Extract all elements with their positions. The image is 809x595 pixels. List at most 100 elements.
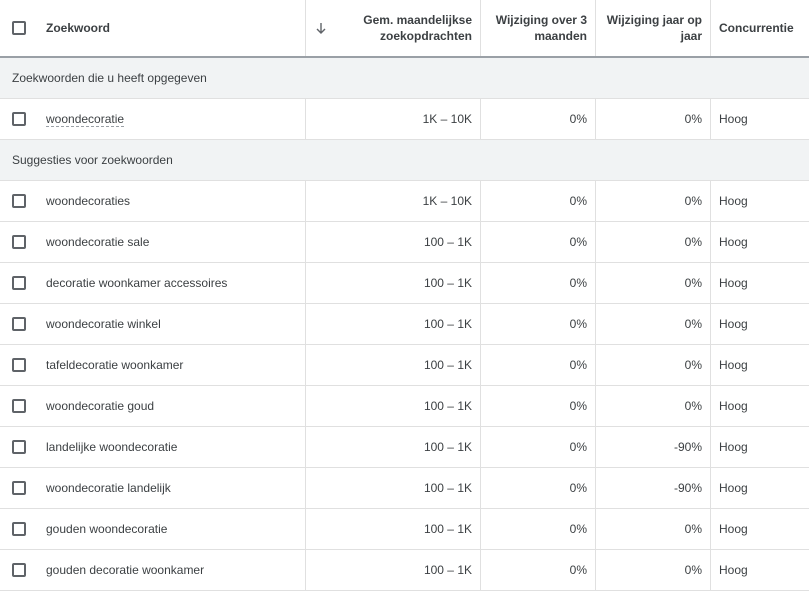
keyword: woondecoraties (46, 194, 131, 208)
cell-value: Hoog (719, 112, 748, 126)
cell: woondecoratie landelijk (0, 468, 306, 508)
cell-value: 100 – 1K (423, 317, 472, 331)
row-checkbox[interactable] (12, 399, 26, 413)
cell: 0% (596, 99, 711, 139)
cell: Hoog (711, 550, 809, 590)
header-label: Zoekwoord (46, 21, 111, 35)
sort-arrow[interactable] (314, 21, 328, 35)
keyword: decoratie woonkamer accessoires (46, 276, 228, 290)
cell: 100 – 1K (306, 550, 481, 590)
cell: -90% (596, 427, 711, 467)
cell-value: 0% (684, 276, 702, 290)
cell: 0% (481, 345, 596, 385)
keyword: woondecoratie winkel (46, 317, 161, 331)
cell: Hoog (711, 509, 809, 549)
cell: -90% (596, 468, 711, 508)
row-checkbox[interactable] (12, 481, 26, 495)
cell-value: Hoog (719, 440, 748, 454)
cell: woondecoratie winkel (0, 304, 306, 344)
cell: 100 – 1K (306, 427, 481, 467)
cell-value: 0% (569, 440, 587, 454)
cell: 100 – 1K (306, 263, 481, 303)
keyword: woondecoratie sale (46, 235, 150, 249)
cell: 1K – 10K (306, 181, 481, 221)
cell-value: 100 – 1K (423, 522, 472, 536)
row-checkbox[interactable] (12, 440, 26, 454)
cell: 100 – 1K (306, 304, 481, 344)
row-checkbox[interactable] (12, 235, 26, 249)
header-cell[interactable]: Wijziging over 3 maanden (481, 0, 596, 56)
cell-value: 100 – 1K (423, 235, 472, 249)
keyword-row: woondecoratie sale 100 – 1K 0% 0% Hoog (0, 222, 809, 263)
cell: 0% (596, 550, 711, 590)
cell: Hoog (711, 345, 809, 385)
keyword-row: gouden woondecoratie 100 – 1K 0% 0% Hoog (0, 509, 809, 550)
cell: Hoog (711, 427, 809, 467)
cell: 100 – 1K (306, 222, 481, 262)
keyword-row: decoratie woonkamer accessoires 100 – 1K 0… (0, 263, 809, 304)
cell-value: 0% (569, 317, 587, 331)
row-checkbox[interactable] (12, 112, 26, 126)
keyword-row: woondecoratie landelijk 100 – 1K 0% -90% Hoo… (0, 468, 809, 509)
keyword: tafeldecoratie woonkamer (46, 358, 184, 372)
cell-value: Hoog (719, 358, 748, 372)
cell: 0% (481, 468, 596, 508)
cell: 100 – 1K (306, 345, 481, 385)
cell: Hoog (711, 222, 809, 262)
header-cell[interactable]: Wijziging jaar op jaar (596, 0, 711, 56)
cell-value: Hoog (719, 522, 748, 536)
cell-value: 0% (684, 194, 702, 208)
cell-value: 0% (569, 235, 587, 249)
cell: landelijke woondecoratie (0, 427, 306, 467)
cell-value: 100 – 1K (423, 481, 472, 495)
header-cell[interactable]: Concurrentie (711, 0, 809, 56)
cell: 100 – 1K (306, 468, 481, 508)
row-checkbox[interactable] (12, 194, 26, 208)
row-checkbox[interactable] (12, 276, 26, 290)
keyword-row: gouden decoratie woonkamer 100 – 1K 0% 0% Ho… (0, 550, 809, 591)
cell: 0% (481, 99, 596, 139)
cell: Hoog (711, 263, 809, 303)
row-checkbox[interactable] (12, 522, 26, 536)
cell: Hoog (711, 468, 809, 508)
cell: 0% (596, 304, 711, 344)
cell: 0% (481, 550, 596, 590)
select-all-checkbox[interactable] (12, 21, 26, 35)
cell-value: -90% (673, 440, 702, 454)
cell-value: 0% (684, 235, 702, 249)
row-checkbox[interactable] (12, 563, 26, 577)
cell: 0% (481, 386, 596, 426)
cell-value: Hoog (719, 563, 748, 577)
cell-value: 100 – 1K (423, 563, 472, 577)
keyword-link[interactable]: woondecoratie (46, 111, 125, 127)
keyword: gouden woondecoratie (46, 522, 168, 536)
cell: Hoog (711, 181, 809, 221)
cell-value: 0% (569, 563, 587, 577)
keyword: landelijke woondecoratie (46, 440, 178, 454)
cell-value: 100 – 1K (423, 440, 472, 454)
header-row: Zoekwoord Gem. maandelijkse zoekopdrachte… (0, 0, 809, 58)
cell: Hoog (711, 99, 809, 139)
cell-value: 0% (569, 194, 587, 208)
section-row: Suggesties voor zoekwoorden (0, 140, 809, 181)
keyword-row: woondecoratie 1K – 10K 0% 0% Hoog (0, 99, 809, 140)
header-label: Wijziging jaar op jaar (606, 13, 702, 43)
header-cell[interactable]: Gem. maandelijkse zoekopdrachten (306, 0, 481, 56)
keyword-row: landelijke woondecoratie 100 – 1K 0% -90% Ho… (0, 427, 809, 468)
cell: 0% (481, 263, 596, 303)
row-checkbox[interactable] (12, 358, 26, 372)
cell-value: 100 – 1K (423, 358, 472, 372)
cell-value: 0% (569, 399, 587, 413)
cell-value: 0% (684, 317, 702, 331)
sort-arrow-path (316, 23, 326, 34)
section-title: Suggesties voor zoekwoorden (12, 153, 173, 167)
keyword-row: tafeldecoratie woonkamer 100 – 1K 0% 0% Hoog (0, 345, 809, 386)
cell-value: 100 – 1K (423, 276, 472, 290)
cell-value: 0% (569, 481, 587, 495)
row-checkbox[interactable] (12, 317, 26, 331)
cell: 0% (596, 509, 711, 549)
cell: 0% (596, 263, 711, 303)
cell-value: 0% (684, 358, 702, 372)
